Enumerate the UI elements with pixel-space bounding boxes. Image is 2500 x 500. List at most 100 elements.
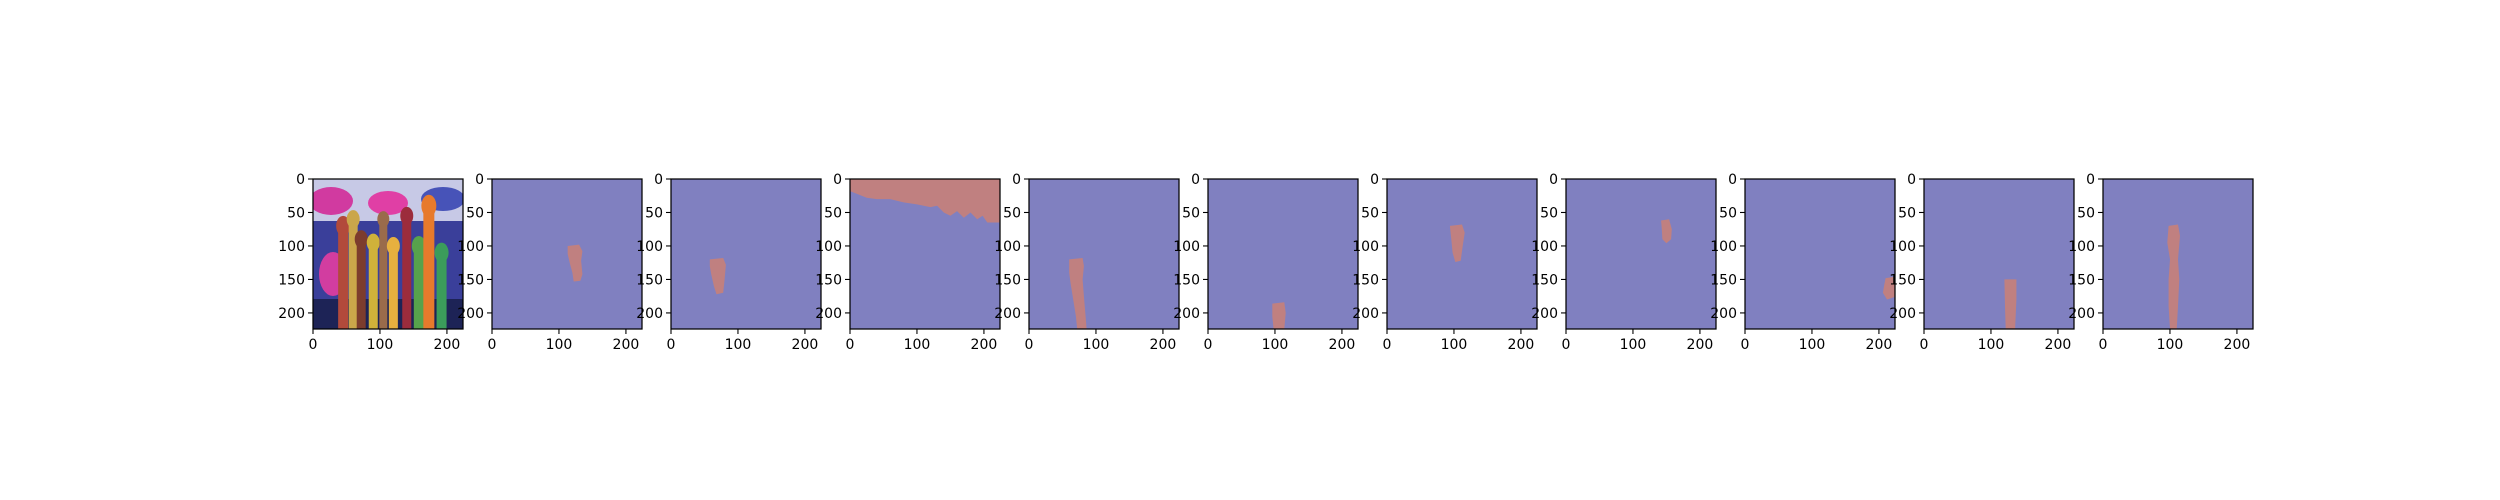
- y-tick-label: 150: [636, 272, 663, 288]
- mask-background: [671, 179, 821, 329]
- photo-brush-tip: [434, 242, 449, 263]
- y-tick-label: 100: [1531, 239, 1558, 255]
- mask-region: [1272, 302, 1286, 329]
- y-tick-label: 200: [994, 306, 1021, 322]
- axes-frame: [1923, 178, 2075, 330]
- axes-frame: [1386, 178, 1538, 330]
- mask-background: [1387, 179, 1537, 329]
- y-tick-label: 0: [654, 172, 663, 188]
- x-tick-label: 0: [488, 337, 497, 353]
- y-tick-label: 100: [1173, 239, 1200, 255]
- y-tick-label: 50: [287, 205, 305, 221]
- photo-brush: [436, 252, 447, 329]
- x-tick-label: 100: [1441, 337, 1468, 353]
- axes-frame: [2102, 178, 2254, 330]
- photo-brush: [379, 219, 388, 329]
- photo-brush: [388, 245, 398, 329]
- photo-brush-tip: [366, 233, 380, 252]
- photo-brush-tip: [354, 230, 368, 249]
- y-tick-label: 100: [636, 239, 663, 255]
- x-tick-label: 0: [1562, 337, 1571, 353]
- x-tick-label: 200: [792, 337, 819, 353]
- x-tick-label: 100: [1262, 337, 1289, 353]
- y-tick-label: 0: [1191, 172, 1200, 188]
- x-tick-label: 0: [1204, 337, 1213, 353]
- x-tick-label: 100: [546, 337, 573, 353]
- y-tick-label: 50: [1003, 205, 1021, 221]
- y-tick-label: 200: [1889, 306, 1916, 322]
- y-tick-label: 0: [1370, 172, 1379, 188]
- y-tick-label: 200: [1352, 306, 1379, 322]
- axes-frame: [1565, 178, 1717, 330]
- y-tick-label: 50: [1898, 205, 1916, 221]
- y-tick-label: 100: [815, 239, 842, 255]
- x-tick-label: 200: [1687, 337, 1714, 353]
- x-tick-label: 0: [667, 337, 676, 353]
- photo-brush: [413, 245, 424, 329]
- y-tick-label: 50: [1182, 205, 1200, 221]
- photo-brush-tip: [377, 211, 390, 228]
- mask-background: [1566, 179, 1716, 329]
- y-tick-label: 200: [636, 306, 663, 322]
- x-tick-label: 0: [1741, 337, 1750, 353]
- x-tick-label: 100: [904, 337, 931, 353]
- y-tick-label: 150: [1710, 272, 1737, 288]
- x-tick-label: 100: [367, 337, 394, 353]
- y-tick-label: 200: [278, 306, 305, 322]
- y-tick-label: 0: [1907, 172, 1916, 188]
- photo-brush: [402, 215, 412, 329]
- y-tick-label: 0: [1012, 172, 1021, 188]
- y-tick-label: 150: [1173, 272, 1200, 288]
- x-tick-label: 200: [2224, 337, 2251, 353]
- x-tick-label: 200: [1329, 337, 1356, 353]
- x-tick-label: 100: [1799, 337, 1826, 353]
- y-tick-label: 150: [2068, 272, 2095, 288]
- x-tick-label: 0: [309, 337, 318, 353]
- mask-region: [2167, 224, 2180, 329]
- y-tick-label: 200: [2068, 306, 2095, 322]
- y-tick-label: 200: [1173, 306, 1200, 322]
- axes-frame: [491, 178, 643, 330]
- y-tick-label: 150: [457, 272, 484, 288]
- y-tick-label: 150: [1352, 272, 1379, 288]
- x-tick-label: 100: [1083, 337, 1110, 353]
- mask-region: [850, 179, 1000, 223]
- y-tick-label: 0: [1549, 172, 1558, 188]
- y-tick-label: 50: [1719, 205, 1737, 221]
- x-tick-label: 0: [1383, 337, 1392, 353]
- y-tick-label: 200: [1531, 306, 1558, 322]
- photo-brush-tip: [400, 206, 414, 225]
- y-tick-label: 0: [475, 172, 484, 188]
- y-tick-label: 50: [2077, 205, 2095, 221]
- y-tick-label: 0: [296, 172, 305, 188]
- y-tick-label: 50: [824, 205, 842, 221]
- photo-paint-blob: [313, 187, 353, 215]
- x-tick-label: 0: [846, 337, 855, 353]
- mask-region: [1882, 276, 1895, 300]
- photo-paint-blob: [368, 191, 408, 215]
- x-tick-label: 200: [1508, 337, 1535, 353]
- y-tick-label: 50: [645, 205, 663, 221]
- photo-brush-tip: [346, 210, 360, 229]
- y-tick-label: 50: [466, 205, 484, 221]
- x-tick-label: 0: [2099, 337, 2108, 353]
- axes-frame: [1744, 178, 1896, 330]
- x-tick-label: 0: [1920, 337, 1929, 353]
- y-tick-label: 200: [1710, 306, 1737, 322]
- y-tick-label: 150: [815, 272, 842, 288]
- mask-background: [1924, 179, 2074, 329]
- y-tick-label: 100: [2068, 239, 2095, 255]
- y-tick-label: 100: [1352, 239, 1379, 255]
- x-tick-label: 100: [725, 337, 752, 353]
- x-tick-label: 200: [2045, 337, 2072, 353]
- axes-frame: [670, 178, 822, 330]
- photo-brush: [423, 205, 435, 329]
- y-tick-label: 0: [2086, 172, 2095, 188]
- axes-frame: [312, 178, 464, 330]
